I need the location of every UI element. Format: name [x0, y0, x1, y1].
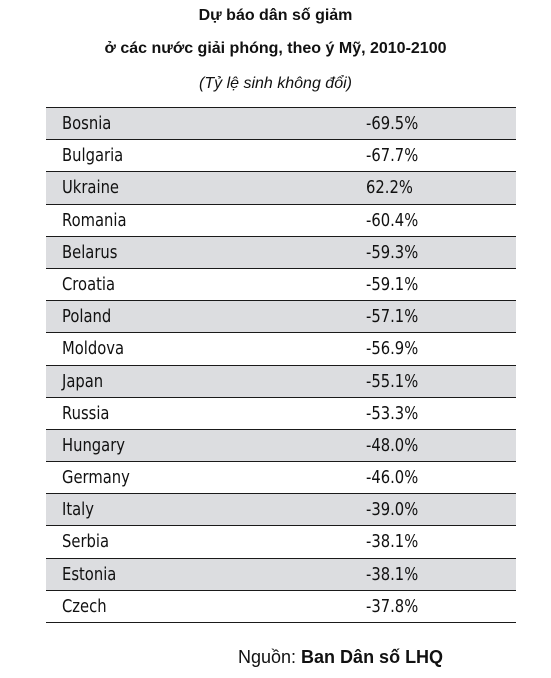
value-cell: -39.0%: [366, 499, 419, 521]
source-name: Ban Dân số LHQ: [301, 647, 444, 667]
country-cell: Estonia: [62, 563, 117, 585]
table-row: Italy -39.0%: [46, 494, 516, 527]
value-cell: -67.7%: [366, 145, 419, 167]
value-cell: -55.1%: [366, 370, 419, 392]
table-row: Russia -53.3%: [46, 397, 516, 430]
value-cell: -53.3%: [366, 402, 419, 424]
table-row: Belarus -59.3%: [46, 236, 516, 269]
title-line-1: Dự báo dân số giảm: [198, 7, 353, 24]
table-row: Romania -60.4%: [46, 204, 516, 237]
country-cell: Belarus: [62, 241, 118, 263]
value-cell: -48.0%: [366, 434, 419, 456]
table-row: Bulgaria -67.7%: [46, 140, 516, 173]
value-cell: -38.1%: [366, 563, 419, 585]
table-row: Czech -37.8%: [46, 590, 516, 623]
country-cell: Bosnia: [62, 113, 112, 134]
value-cell: -59.1%: [366, 273, 419, 295]
value-cell: -56.9%: [366, 338, 419, 360]
value-cell: -69.5%: [366, 113, 419, 134]
table-row: Germany -46.0%: [46, 462, 516, 495]
subtitle: (Tỷ lệ sinh không đổi): [199, 75, 352, 92]
country-cell: Germany: [62, 467, 130, 489]
source-label: Nguồn:: [238, 647, 302, 667]
country-cell: Poland: [62, 306, 112, 328]
country-cell: Serbia: [62, 531, 110, 553]
table-row: Bosnia -69.5%: [46, 108, 516, 141]
country-cell: Italy: [62, 499, 95, 521]
table-row: Croatia -59.1%: [46, 268, 516, 302]
table-row: Ukraine 62.2%: [46, 172, 516, 205]
country-cell: Russia: [62, 402, 110, 424]
country-cell: Moldova: [62, 338, 125, 360]
table-row: Hungary -48.0%: [46, 429, 516, 463]
table-row: Serbia -38.1%: [46, 526, 516, 559]
population-table: Bosnia -69.5% Bulgaria -67.7% Ukraine 62…: [46, 107, 516, 623]
table-row: Japan -55.1%: [46, 365, 516, 398]
table-row: Estonia -38.1%: [46, 558, 516, 591]
table-row: Moldova -56.9%: [46, 333, 516, 366]
value-cell: -46.0%: [366, 467, 419, 489]
value-cell: 62.2%: [366, 177, 413, 199]
country-cell: Romania: [62, 209, 127, 231]
country-cell: Japan: [62, 370, 104, 392]
value-cell: -38.1%: [366, 531, 419, 553]
value-cell: -57.1%: [366, 306, 419, 328]
table-row: Poland -57.1%: [46, 301, 516, 334]
country-cell: Hungary: [62, 434, 126, 456]
country-cell: Croatia: [62, 273, 116, 295]
country-cell: Bulgaria: [62, 145, 124, 167]
value-cell: -59.3%: [366, 241, 419, 263]
title-line-2: ở các nước giải phóng, theo ý Mỹ, 2010-2…: [104, 40, 447, 57]
country-cell: Czech: [62, 595, 107, 617]
source-line: Nguồn: Ban Dân số LHQ: [238, 647, 443, 668]
value-cell: -37.8%: [366, 595, 419, 617]
country-cell: Ukraine: [62, 177, 120, 199]
value-cell: -60.4%: [366, 209, 419, 231]
